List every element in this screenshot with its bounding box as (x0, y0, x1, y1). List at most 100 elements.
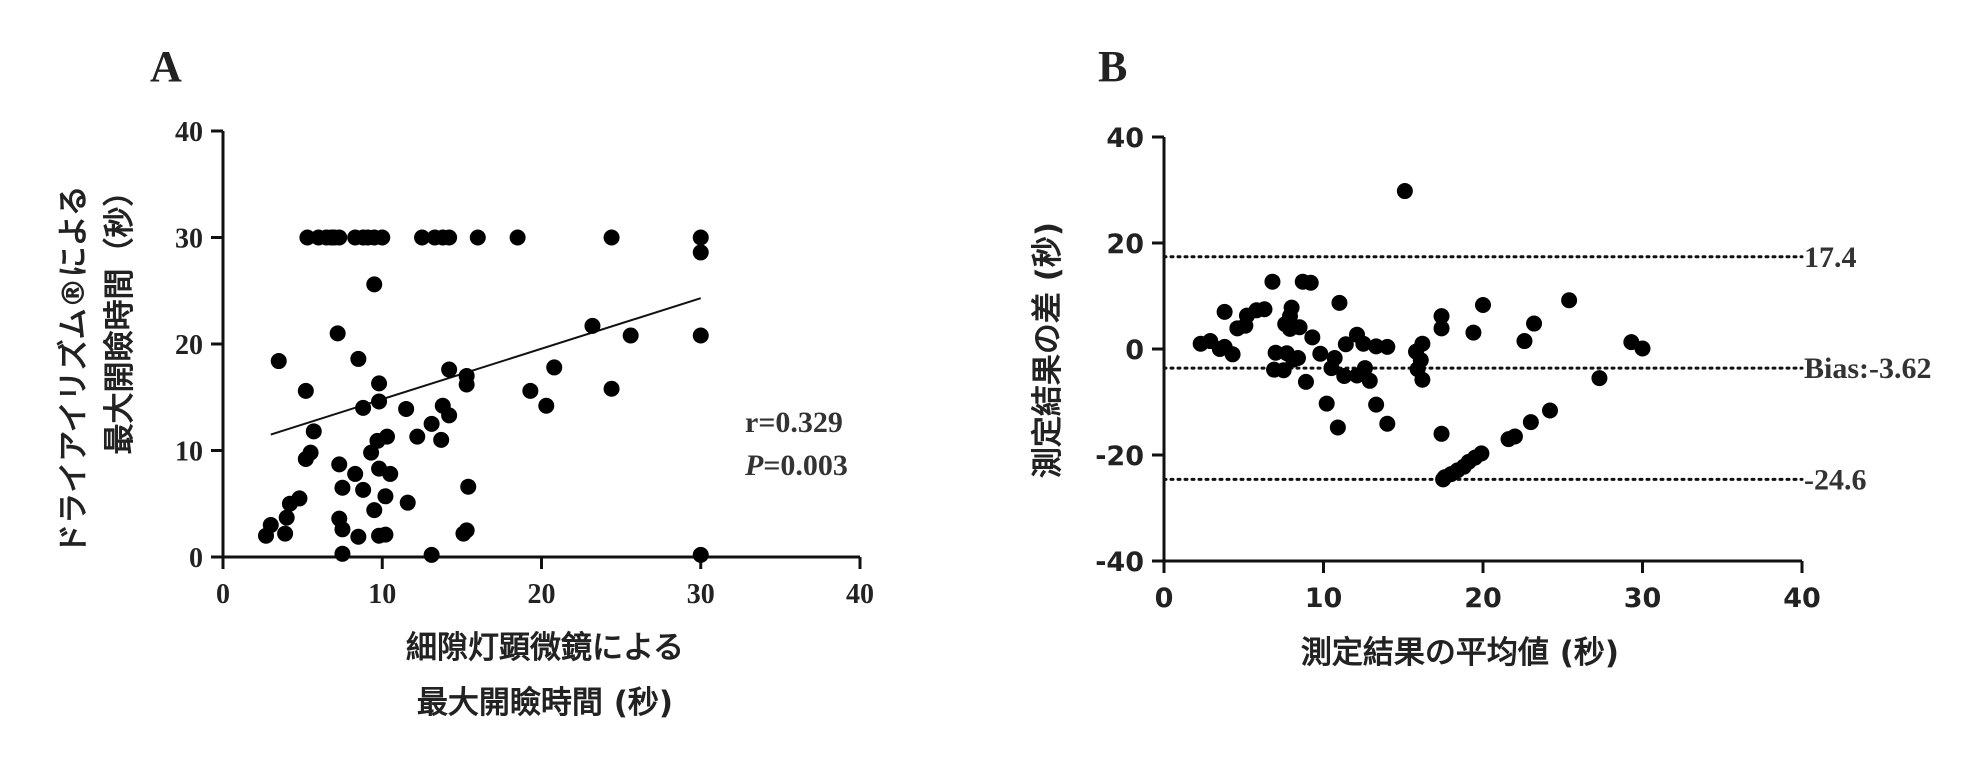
data-point (441, 407, 458, 424)
data-point (1435, 471, 1452, 488)
data-point (1318, 395, 1335, 412)
data-point (414, 229, 431, 246)
reference-line-label: Bias:-3.62 (1804, 352, 1932, 385)
data-point (538, 397, 555, 414)
data-point (692, 244, 709, 261)
data-point (1414, 371, 1431, 388)
reference-line-label: 17.4 (1804, 241, 1857, 274)
data-point (692, 546, 709, 563)
regression-line (270, 297, 702, 436)
y-tick-label-b: 0 (1125, 335, 1144, 366)
data-point (1229, 320, 1246, 337)
data-point (460, 478, 477, 495)
y-tick-label-b: -20 (1095, 441, 1144, 472)
data-point (347, 465, 364, 482)
panel-label-a: A (150, 42, 182, 91)
data-point (441, 229, 458, 246)
panel-b: B 0 10 20 30 40 -40 -20 0 20 40 17.4 Bias:-3.62 -24.… (1030, 42, 1932, 671)
data-point (1541, 402, 1558, 419)
data-point (1561, 292, 1578, 309)
data-point (1297, 373, 1314, 390)
data-point (1256, 301, 1273, 318)
data-point (1433, 425, 1450, 442)
data-point (1348, 367, 1365, 384)
data-point (350, 350, 367, 367)
data-point (423, 415, 440, 432)
data-point (277, 525, 294, 542)
data-point (1506, 428, 1523, 445)
y-tick-label-a: 40 (175, 117, 203, 148)
y-axis-label-a-line2: 最大開瞼時間（秒） (102, 176, 138, 455)
data-point (334, 521, 351, 538)
data-point (1355, 335, 1372, 352)
data-point (399, 494, 416, 511)
data-point (455, 525, 472, 542)
data-point (1516, 333, 1533, 350)
data-point (1337, 336, 1354, 353)
reference-line-label: -24.6 (1804, 463, 1867, 496)
data-point (584, 317, 601, 334)
data-point (299, 229, 316, 246)
p-symbol: P (744, 449, 764, 482)
data-point (522, 382, 539, 399)
x-tick-label-a: 10 (368, 579, 396, 610)
data-point (297, 451, 314, 468)
data-point (305, 423, 322, 440)
y-axis-label-b: 測定結果の差 (秒) (1030, 222, 1066, 478)
data-point (1591, 370, 1608, 387)
data-point (423, 546, 440, 563)
data-point (1368, 396, 1385, 413)
data-point (257, 527, 274, 544)
data-point (1522, 414, 1539, 431)
data-point (334, 545, 351, 562)
y-tick-label-a: 20 (175, 330, 203, 361)
data-point (1216, 303, 1233, 320)
y-tick-label-b: -40 (1095, 547, 1144, 578)
data-point (441, 361, 458, 378)
data-point (1634, 340, 1651, 357)
data-point (1211, 341, 1228, 357)
data-point (398, 400, 415, 417)
data-point (1289, 350, 1306, 367)
y-tick-label-b: 20 (1106, 229, 1144, 260)
data-point (1282, 320, 1299, 337)
data-point (371, 393, 388, 410)
data-point (1312, 345, 1329, 362)
data-point (281, 495, 298, 512)
data-point (371, 375, 388, 392)
data-point (1336, 368, 1353, 385)
data-point (1433, 320, 1450, 337)
data-point (355, 481, 372, 498)
y-tick-label-b: 40 (1106, 123, 1144, 154)
data-point (1361, 372, 1378, 389)
panel-label-b: B (1098, 42, 1127, 91)
y-tick-label-a: 0 (189, 543, 203, 574)
data-point (692, 229, 709, 246)
data-point (433, 431, 450, 448)
data-point (603, 229, 620, 246)
x-axis-label-a-line2: 最大開瞼時間 (秒) (417, 685, 673, 721)
data-point (546, 359, 563, 376)
data-point (1379, 338, 1396, 355)
data-point (374, 229, 391, 246)
x-tick-label-b: 10 (1305, 583, 1343, 614)
axes-b: 0 10 20 30 40 -40 -20 0 20 40 17.4 Bias:-3.62 -24.6 (1095, 123, 1931, 614)
data-point (692, 327, 709, 344)
x-tick-label-a: 20 (528, 579, 556, 610)
data-point (1396, 183, 1413, 200)
x-tick-label-b: 40 (1783, 583, 1821, 614)
data-point (1433, 308, 1450, 325)
correlation-r: r=0.329 (745, 406, 843, 439)
data-point (377, 488, 394, 505)
y-tick-label-a: 30 (175, 224, 203, 255)
data-point (278, 509, 295, 526)
data-point (622, 327, 639, 344)
data-point (469, 229, 486, 246)
x-tick-label-b: 30 (1624, 583, 1662, 614)
data-point (355, 399, 372, 416)
data-point (382, 465, 399, 482)
data-point (366, 502, 383, 519)
data-point (1304, 329, 1321, 346)
data-point (329, 325, 346, 342)
